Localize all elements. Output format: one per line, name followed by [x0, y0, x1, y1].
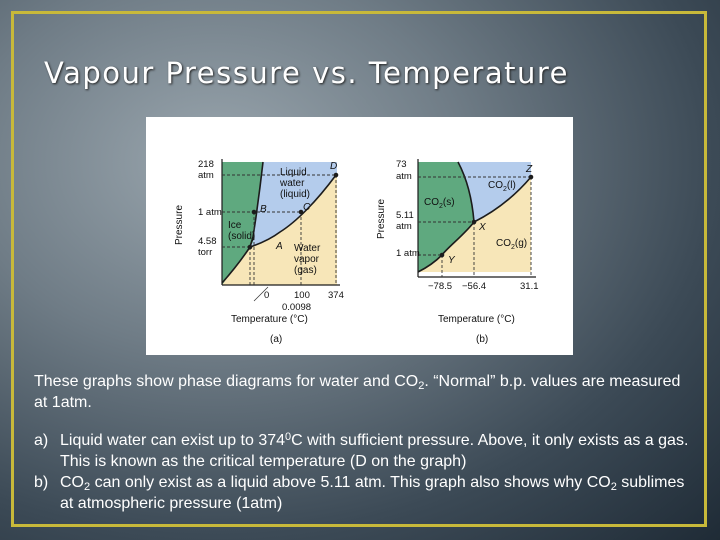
x-axis-label-b: Temperature (°C): [438, 314, 515, 325]
y-axis-label-b: Pressure: [376, 199, 387, 239]
guide-lines-b: [418, 176, 532, 277]
region-label-co2-gas: CO2(g): [496, 238, 527, 251]
x-axis-label-a: Temperature (°C): [231, 314, 308, 325]
region-label-co2-solid: CO2(s): [424, 197, 455, 210]
ytick-a-torr: torr: [198, 247, 212, 258]
phase-diagrams-figure: D B C A 218 atm 1 atm 4.58 torr Pressure…: [146, 117, 573, 355]
ytick-b-1atm: 1 atm: [396, 248, 420, 259]
xtick-b-785: −78.5: [428, 281, 452, 292]
intro-paragraph: These graphs show phase diagrams for wat…: [34, 373, 681, 411]
ytick-a-atm: atm: [198, 170, 214, 181]
region-water-vapor: [222, 175, 337, 285]
body-text: These graphs show phase diagrams for wat…: [34, 371, 694, 514]
point-a: [247, 244, 253, 250]
region-gas-co2: [418, 177, 531, 272]
region-label-gas-2: vapor: [294, 254, 320, 265]
slide-title: Vapour Pressure vs. Temperature: [44, 56, 569, 90]
diagram-co2: Z X Y 73 atm 5.11 atm 1 atm Pressure −78…: [376, 159, 539, 345]
list-item-a: a) Liquid water can exist up to 3740C wit…: [34, 431, 689, 471]
point-z: [528, 174, 534, 180]
region-label-solid-1: Ice: [228, 220, 242, 231]
ytick-b-511: 5.11: [396, 210, 414, 221]
region-label-solid-2: (solid): [228, 231, 255, 242]
label-point-a: A: [275, 241, 283, 252]
explanation-list: a) Liquid water can exist up to 3740C wit…: [34, 430, 694, 514]
sublimation-curve: [221, 246, 251, 284]
region-label-co2-liquid: CO2(l): [488, 180, 516, 193]
diagram-water: D B C A 218 atm 1 atm 4.58 torr Pressure…: [174, 159, 344, 345]
region-solid-co2: [418, 162, 474, 272]
guide-lines-a: [222, 174, 337, 285]
region-solid-ice: [222, 162, 263, 285]
melting-curve-co2: [457, 161, 475, 223]
list-marker-a: a): [34, 432, 49, 449]
vaporization-curve-co2: [473, 176, 532, 223]
ytick-b-atm1: atm: [396, 171, 412, 182]
ytick-a-458: 4.58: [198, 236, 217, 247]
caption-b: (b): [476, 334, 488, 345]
xtick-b-311: 31.1: [520, 281, 539, 292]
list-item-b: b) CO2 can only exist as a liquid above 5…: [34, 474, 685, 512]
point-b: [251, 209, 257, 215]
xtick-a-leader: [253, 286, 269, 302]
label-point-z: Z: [525, 164, 533, 175]
region-label-liquid-3: (liquid): [280, 189, 310, 200]
xtick-a-00098: 0.0098: [282, 302, 311, 313]
point-x: [471, 219, 477, 225]
region-label-gas-3: (gas): [294, 265, 317, 276]
phase-diagrams-svg: D B C A 218 atm 1 atm 4.58 torr Pressure…: [174, 159, 539, 345]
ytick-b-73: 73: [396, 159, 407, 170]
y-axis-label-a: Pressure: [174, 205, 185, 245]
region-liquid-co2: [458, 162, 531, 222]
label-point-c: C: [303, 202, 311, 213]
xtick-b-564: −56.4: [462, 281, 486, 292]
point-c: [298, 209, 304, 215]
ytick-a-218: 218: [198, 159, 214, 170]
slide-border: [11, 11, 707, 527]
region-liquid-water: [250, 162, 337, 247]
region-label-liquid-1: Liquid: [280, 167, 307, 178]
xtick-a-0: 0: [264, 290, 269, 301]
ytick-b-atm2: atm: [396, 221, 412, 232]
vaporization-curve: [249, 174, 337, 248]
region-label-gas-1: Water: [294, 243, 321, 254]
label-point-d: D: [330, 161, 337, 172]
list-marker-b: b): [34, 474, 49, 491]
xtick-a-374: 374: [328, 290, 344, 301]
ytick-a-1atm: 1 atm: [198, 207, 222, 218]
label-point-x: X: [478, 222, 486, 233]
point-y: [439, 252, 445, 258]
label-point-b: B: [260, 204, 267, 215]
caption-a: (a): [270, 334, 282, 345]
label-point-y: Y: [448, 255, 456, 266]
region-label-liquid-2: water: [279, 178, 305, 189]
xtick-a-100: 100: [294, 290, 310, 301]
point-d: [333, 172, 339, 178]
melting-curve: [249, 161, 264, 248]
